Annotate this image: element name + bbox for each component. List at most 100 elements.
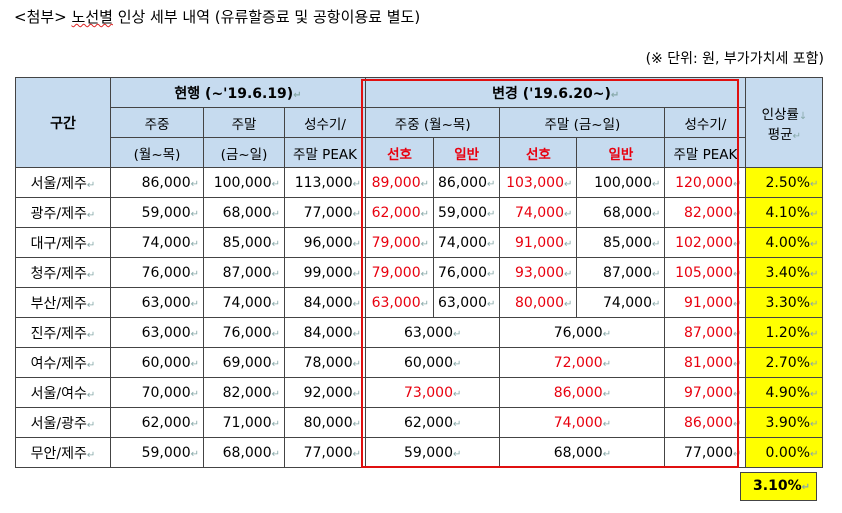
table-row: 부산/제주↵ 63,000↵ 74,000↵ 84,000↵ 63,000↵ 63,000…: [15, 287, 824, 318]
new-peak-cell: 82,000↵: [664, 197, 747, 228]
new-peak-cell: 81,000↵: [664, 347, 747, 378]
rate-cell: 4.00%↵: [745, 227, 824, 258]
current-peak-cell: 92,000↵: [284, 377, 366, 408]
rate-cell: 1.20%↵: [745, 317, 824, 348]
new-weekend-cell: 72,000↵: [499, 347, 666, 378]
current-weekday-cell: 63,000↵: [110, 287, 204, 318]
header-wd-preferred: 선호: [365, 137, 434, 168]
new-weekday-general-cell: 76,000↵: [432, 257, 501, 288]
table-row: 서울/여수↵ 70,000↵ 82,000↵ 92,000↵ 73,000↵ 86,000…: [15, 377, 824, 408]
current-weekend-cell: 69,000↵: [203, 347, 285, 378]
new-weekday-preferred-cell: 62,000↵: [365, 197, 434, 228]
current-peak-cell: 113,000↵: [284, 167, 366, 198]
current-weekend-cell: 71,000↵: [203, 407, 285, 438]
header-route: 구간: [15, 77, 111, 168]
new-peak-cell: 77,000↵: [664, 437, 747, 468]
current-peak-cell: 99,000↵: [284, 257, 366, 288]
route-cell: 서울/광주↵: [15, 407, 111, 438]
title-underlined-word: 노선별: [71, 8, 113, 26]
route-cell: 청주/제주↵: [15, 257, 111, 288]
header-current: 현행 (~'19.6.19)↵: [110, 77, 366, 108]
new-weekend-preferred-cell: 93,000↵: [499, 257, 578, 288]
header-weekday-range: (월~목): [110, 137, 204, 168]
new-peak-cell: 87,000↵: [664, 317, 747, 348]
new-weekend-cell: 76,000↵: [499, 317, 666, 348]
rate-cell: 2.50%↵: [745, 167, 824, 198]
new-peak-cell: 86,000↵: [664, 407, 747, 438]
new-weekday-cell: 73,000↵: [364, 377, 501, 408]
current-peak-cell: 84,000↵: [284, 317, 366, 348]
new-weekday-general-cell: 86,000↵: [432, 167, 501, 198]
current-peak-cell: 78,000↵: [284, 347, 366, 378]
new-weekday-general-cell: 59,000↵: [432, 197, 501, 228]
new-weekday-preferred-cell: 79,000↵: [365, 227, 434, 258]
rate-cell: 0.00%↵: [745, 437, 824, 468]
new-peak-cell: 120,000↵: [664, 167, 747, 198]
rate-cell: 2.70%↵: [745, 347, 824, 378]
current-weekday-cell: 62,000↵: [110, 407, 204, 438]
rate-cell: 3.30%↵: [745, 287, 824, 318]
current-weekday-cell: 59,000↵: [110, 437, 204, 468]
title-prefix: <첨부>: [14, 8, 72, 26]
current-weekend-cell: 82,000↵: [203, 377, 285, 408]
current-weekday-cell: 76,000↵: [110, 257, 204, 288]
rate-cell: 4.90%↵: [745, 377, 824, 408]
header-peak-sub: 주말 PEAK: [284, 137, 366, 168]
header-weekday: 주중: [110, 107, 204, 138]
header-changed: 변경 ('19.6.20~)↵: [364, 77, 747, 108]
new-weekend-general-cell: 85,000↵: [576, 227, 666, 258]
current-weekend-cell: 100,000↵: [203, 167, 285, 198]
current-peak-cell: 96,000↵: [284, 227, 366, 258]
unit-note: (※ 단위: 원, 부가가치세 포함): [645, 51, 824, 67]
current-weekend-cell: 74,000↵: [203, 287, 285, 318]
table-row: 대구/제주↵ 74,000↵ 85,000↵ 96,000↵ 79,000↵ 74,000…: [15, 227, 824, 258]
new-weekend-general-cell: 100,000↵: [576, 167, 666, 198]
new-peak-cell: 97,000↵: [664, 377, 747, 408]
header-peak: 성수기/: [284, 107, 366, 138]
current-weekend-cell: 76,000↵: [203, 317, 285, 348]
header-new-peak: 성수기/: [664, 107, 747, 138]
header-new-weekday: 주중 (월~목): [364, 107, 501, 138]
current-weekday-cell: 59,000↵: [110, 197, 204, 228]
new-weekday-general-cell: 63,000↵: [432, 287, 501, 318]
route-cell: 서울/제주↵: [15, 167, 111, 198]
title-rest: 인상 세부 내역 (유류할증료 및 공항이용료 별도): [112, 8, 421, 26]
header-we-preferred: 선호: [499, 137, 578, 168]
header-avg-rate: 인상률↓ 평균↵: [745, 77, 824, 168]
table-row: 진주/제주↵ 63,000↵ 76,000↵ 84,000↵ 63,000↵ 76,000…: [15, 317, 824, 348]
document-title: <첨부> 노선별 인상 세부 내역 (유류할증료 및 공항이용료 별도): [14, 6, 420, 27]
new-weekday-preferred-cell: 79,000↵: [365, 257, 434, 288]
table-row: 광주/제주↵ 59,000↵ 68,000↵ 77,000↵ 62,000↵ 59,000…: [15, 197, 824, 228]
rate-cell: 4.10%↵: [745, 197, 824, 228]
route-cell: 여수/제주↵: [15, 347, 111, 378]
current-weekend-cell: 68,000↵: [203, 437, 285, 468]
route-cell: 부산/제주↵: [15, 287, 111, 318]
new-weekend-cell: 86,000↵: [499, 377, 666, 408]
current-weekday-cell: 60,000↵: [110, 347, 204, 378]
rate-cell: 3.90%↵: [745, 407, 824, 438]
route-cell: 서울/여수↵: [15, 377, 111, 408]
table-row: 무안/제주↵ 59,000↵ 68,000↵ 77,000↵ 59,000↵ 68,000…: [15, 437, 824, 468]
current-peak-cell: 77,000↵: [284, 437, 366, 468]
new-peak-cell: 102,000↵: [664, 227, 747, 258]
new-weekend-preferred-cell: 91,000↵: [499, 227, 578, 258]
new-weekday-preferred-cell: 89,000↵: [365, 167, 434, 198]
current-weekend-cell: 87,000↵: [203, 257, 285, 288]
new-weekend-general-cell: 74,000↵: [576, 287, 666, 318]
header-wd-general: 일반: [432, 137, 501, 168]
current-peak-cell: 84,000↵: [284, 287, 366, 318]
new-weekend-cell: 68,000↵: [499, 437, 666, 468]
new-peak-cell: 91,000↵: [664, 287, 747, 318]
current-weekend-cell: 85,000↵: [203, 227, 285, 258]
route-cell: 무안/제주↵: [15, 437, 111, 468]
header-weekend-range: (금~일): [203, 137, 285, 168]
table-row: 여수/제주↵ 60,000↵ 69,000↵ 78,000↵ 60,000↵ 72,000…: [15, 347, 824, 378]
new-weekday-cell: 63,000↵: [364, 317, 501, 348]
table-row: 청주/제주↵ 76,000↵ 87,000↵ 99,000↵ 79,000↵ 76,000…: [15, 257, 824, 288]
fare-table: 구간 현행 (~'19.6.19)↵ 변경 ('19.6.20~)↵ 인상률↓ 평…: [15, 77, 824, 468]
route-cell: 광주/제주↵: [15, 197, 111, 228]
new-weekday-cell: 62,000↵: [364, 407, 501, 438]
new-weekend-general-cell: 87,000↵: [576, 257, 666, 288]
new-weekday-cell: 60,000↵: [364, 347, 501, 378]
current-weekday-cell: 74,000↵: [110, 227, 204, 258]
